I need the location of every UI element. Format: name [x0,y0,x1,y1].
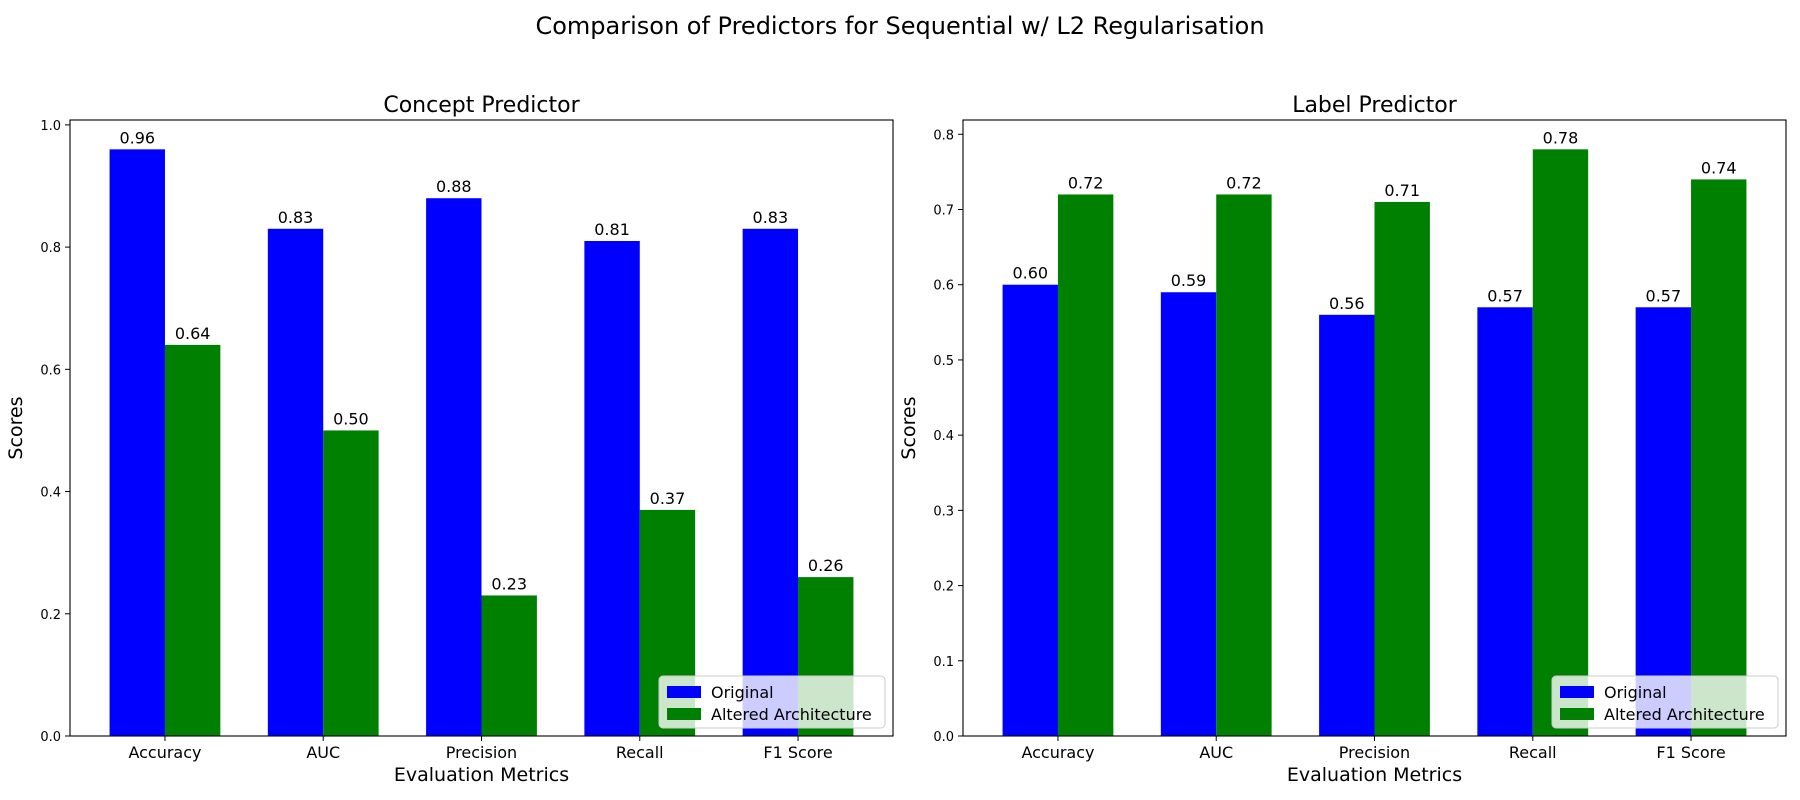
chart-title: Concept Predictor [383,93,580,118]
legend-label: Altered Architecture [711,705,872,724]
bar-original-accuracy [109,149,165,737]
data-label: 0.74 [1701,158,1737,177]
bar-original-f1-score [1635,307,1692,736]
bar-altered-precision [1374,201,1430,736]
y-tick-label: 1.0 [40,119,61,134]
bar-altered-precision [481,595,537,736]
y-tick-label: 0.8 [933,128,954,143]
bar-altered-auc [1216,194,1272,736]
bar-original-f1-score [742,228,799,736]
bar-original-precision [1319,314,1375,736]
figure-suptitle: Comparison of Predictors for Sequential … [535,12,1264,40]
data-label: 0.50 [333,409,369,428]
y-tick-label: 0.4 [40,486,61,501]
x-tick-label: AUC [306,743,340,762]
chart-panel-2: 0.60 0.59 0.56 0.57 0.57 0.72 0.72 0.71 0.78 0.74… [898,93,1787,786]
legend-swatch-altered [1560,708,1594,720]
legend-swatch-original [667,686,701,698]
y-tick-label: 0.7 [933,204,954,219]
x-tick-label: Accuracy [128,743,201,762]
y-tick-label: 0.6 [933,279,954,294]
data-label: 0.72 [1068,173,1104,192]
x-tick-label: F1 Score [1656,743,1725,762]
bar-original-precision [426,198,482,736]
data-label: 0.81 [594,220,630,239]
legend: Original Altered Architecture [1551,675,1779,729]
data-label: 0.78 [1543,128,1579,147]
x-tick-label: F1 Score [763,743,832,762]
data-label: 0.56 [1329,294,1365,313]
bar-altered-recall [1532,149,1589,737]
x-axis-label: Evaluation Metrics [394,764,569,786]
data-label: 0.72 [1226,173,1262,192]
y-tick-label: 0.8 [40,241,61,256]
y-tick-label: 0.4 [933,429,954,444]
bar-original-auc [1160,292,1217,736]
y-tick-label: 0.0 [40,730,61,745]
legend: Original Altered Architecture [658,675,886,729]
y-tick-label: 0.1 [933,655,954,670]
x-tick-label: Precision [1339,743,1410,762]
y-tick-label: 0.2 [933,580,954,595]
y-axis-label: Scores [898,396,920,459]
legend-box [658,675,886,729]
data-label: 0.83 [278,208,314,227]
x-tick-label: AUC [1199,743,1233,762]
y-tick-label: 0.5 [933,354,954,369]
legend-swatch-altered [667,708,701,720]
bar-altered-accuracy [1057,194,1114,736]
data-label: 0.64 [175,324,211,343]
data-label: 0.96 [119,128,155,147]
x-tick-label: Recall [1509,743,1557,762]
x-tick-label: Recall [616,743,664,762]
legend-label: Altered Architecture [1604,705,1765,724]
y-tick-label: 0.0 [933,730,954,745]
chart-title: Label Predictor [1292,93,1458,118]
data-label: 0.59 [1171,271,1207,290]
legend-swatch-original [1560,686,1594,698]
data-label: 0.37 [650,489,686,508]
bar-original-recall [1477,307,1533,736]
legend-label: Original [711,683,774,702]
data-label: 0.83 [753,208,789,227]
chart-panel-1: 0.96 0.83 0.88 0.81 0.83 0.64 0.50 0.23 0.37 0.26… [5,93,894,786]
y-tick-label: 0.2 [40,608,61,623]
data-label: 0.26 [808,556,844,575]
data-label: 0.71 [1384,181,1420,200]
bar-original-auc [267,228,324,736]
y-tick-label: 0.6 [40,363,61,378]
bar-original-recall [584,241,640,736]
data-label: 0.57 [1646,286,1682,305]
bar-altered-accuracy [164,344,221,736]
bar-altered-auc [323,430,379,736]
charts-container: 0.96 0.83 0.88 0.81 0.83 0.64 0.50 0.23 0.37 0.26… [5,93,1787,786]
x-tick-label: Accuracy [1021,743,1094,762]
y-tick-label: 0.3 [933,504,954,519]
bar-original-accuracy [1002,284,1058,736]
x-axis-label: Evaluation Metrics [1287,764,1462,786]
data-label: 0.57 [1487,286,1523,305]
y-axis-label: Scores [5,396,27,459]
data-label: 0.23 [491,574,527,593]
bar-altered-f1-score [1691,179,1747,736]
data-label: 0.60 [1012,264,1048,283]
x-tick-label: Precision [446,743,517,762]
data-label: 0.88 [436,177,472,196]
legend-label: Original [1604,683,1667,702]
legend-box [1551,675,1779,729]
